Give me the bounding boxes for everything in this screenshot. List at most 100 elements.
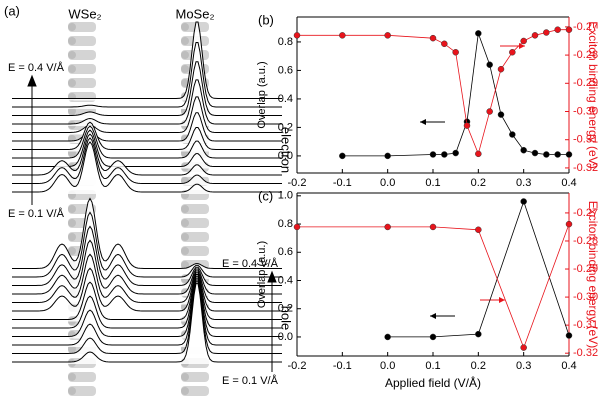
marker bbox=[486, 61, 493, 68]
field-arrows bbox=[27, 74, 277, 372]
y-tick-label: 1.0 bbox=[278, 190, 293, 202]
panel-a bbox=[12, 21, 282, 396]
x-tick-label: 0.2 bbox=[471, 360, 486, 372]
wave-curve bbox=[12, 225, 282, 286]
lattice bbox=[68, 247, 76, 255]
wave-curve bbox=[12, 126, 282, 160]
marker bbox=[384, 333, 391, 341]
marker bbox=[293, 32, 301, 39]
lattice bbox=[68, 233, 76, 241]
field-label: E = 0.4 V/Å bbox=[222, 257, 279, 270]
wave-curve bbox=[12, 42, 282, 108]
y2-tick-label: -0.29 bbox=[573, 77, 598, 89]
wave-curve bbox=[12, 274, 282, 320]
wave-curve bbox=[12, 96, 282, 133]
x-tick-label: 0.4 bbox=[561, 177, 576, 189]
marker bbox=[554, 26, 561, 33]
y-tick-label: 0.8 bbox=[278, 218, 293, 230]
x-tick-label: -0.1 bbox=[333, 360, 352, 372]
marker bbox=[509, 49, 516, 56]
marker bbox=[497, 111, 505, 118]
lattice bbox=[68, 51, 76, 59]
y2-tick-label: -0.32 bbox=[573, 347, 598, 359]
marker bbox=[384, 223, 391, 231]
y2-tick-label: -0.30 bbox=[573, 105, 598, 117]
marker bbox=[475, 30, 482, 37]
wave-curve bbox=[12, 279, 282, 346]
material-label: MoSe₂ bbox=[175, 6, 214, 21]
lattice bbox=[181, 79, 189, 87]
y2-tick-label: -0.27 bbox=[573, 207, 598, 219]
marker bbox=[497, 65, 505, 73]
lattice bbox=[181, 247, 189, 255]
y-axis-label: Overlap (a.u.) bbox=[256, 61, 268, 128]
wave-curve bbox=[12, 79, 282, 125]
y2-axis-label: Exciton binding energy (eV) bbox=[586, 21, 600, 168]
wave-curve bbox=[12, 138, 282, 186]
y2-tick-label: -0.27 bbox=[573, 21, 598, 33]
marker bbox=[452, 49, 459, 56]
marker bbox=[486, 108, 493, 115]
x-tick-label: -0.2 bbox=[288, 177, 307, 189]
y2-tick-label: -0.31 bbox=[573, 319, 598, 331]
y-tick-label: 0.4 bbox=[278, 93, 293, 105]
lattice bbox=[68, 387, 76, 395]
field-label: E = 0.1 V/Å bbox=[8, 207, 65, 220]
marker bbox=[384, 32, 391, 39]
x-tick-label: 0.4 bbox=[561, 360, 576, 372]
lattice bbox=[68, 23, 76, 31]
carrier-label: electron bbox=[279, 127, 294, 173]
wave-curve bbox=[12, 211, 282, 278]
marker bbox=[509, 131, 516, 138]
y-tick-label: 0.8 bbox=[278, 36, 293, 48]
lattice bbox=[181, 373, 189, 381]
marker bbox=[520, 146, 527, 154]
y-tick-label: 0.4 bbox=[278, 274, 293, 286]
field-label: E = 0.1 V/Å bbox=[222, 374, 279, 387]
series-line bbox=[297, 29, 569, 156]
marker bbox=[441, 40, 448, 48]
y2-tick-label: -0.28 bbox=[573, 49, 598, 61]
lattice bbox=[181, 51, 189, 59]
x-tick-label: -0.1 bbox=[333, 177, 352, 189]
y-tick-label: 0.6 bbox=[278, 64, 293, 76]
x-tick-label: 0.1 bbox=[425, 177, 440, 189]
marker bbox=[429, 34, 437, 42]
y2-axis-label: Exciton binding energy (eV) bbox=[586, 201, 600, 348]
marker bbox=[565, 151, 573, 158]
wave-curve bbox=[12, 21, 282, 99]
marker bbox=[475, 150, 482, 158]
marker bbox=[429, 151, 437, 158]
wave-curve bbox=[12, 141, 282, 193]
series-line bbox=[297, 223, 570, 349]
x-tick-label: 0.1 bbox=[425, 360, 440, 372]
lattice bbox=[68, 205, 76, 213]
series-line bbox=[387, 200, 570, 338]
y-tick-label: 0.0 bbox=[278, 150, 293, 162]
wave-curve bbox=[12, 129, 282, 167]
lattice bbox=[68, 79, 76, 87]
x-tick-label: 0.3 bbox=[516, 177, 531, 189]
y-tick-label: 0.2 bbox=[278, 303, 293, 315]
y2-tick-label: -0.29 bbox=[573, 263, 598, 275]
panel-label: (c) bbox=[258, 188, 273, 203]
y-tick-label: 0.0 bbox=[278, 331, 293, 343]
material-label: WSe₂ bbox=[68, 6, 101, 21]
x-tick-label: 0.2 bbox=[471, 177, 486, 189]
marker bbox=[339, 152, 346, 160]
lattice bbox=[68, 37, 76, 45]
marker bbox=[565, 220, 573, 228]
lattice bbox=[181, 65, 189, 73]
x-tick-label: 0.0 bbox=[380, 177, 395, 189]
lattice bbox=[181, 205, 189, 213]
panel-label: (b) bbox=[258, 12, 274, 27]
marker bbox=[531, 149, 539, 157]
wave-curve bbox=[12, 275, 282, 329]
x-tick-label: 0.0 bbox=[380, 360, 395, 372]
marker bbox=[293, 223, 301, 231]
marker bbox=[475, 330, 482, 338]
carrier-label: hole bbox=[279, 306, 294, 331]
lattice bbox=[181, 23, 189, 31]
wave-curve bbox=[12, 125, 282, 159]
